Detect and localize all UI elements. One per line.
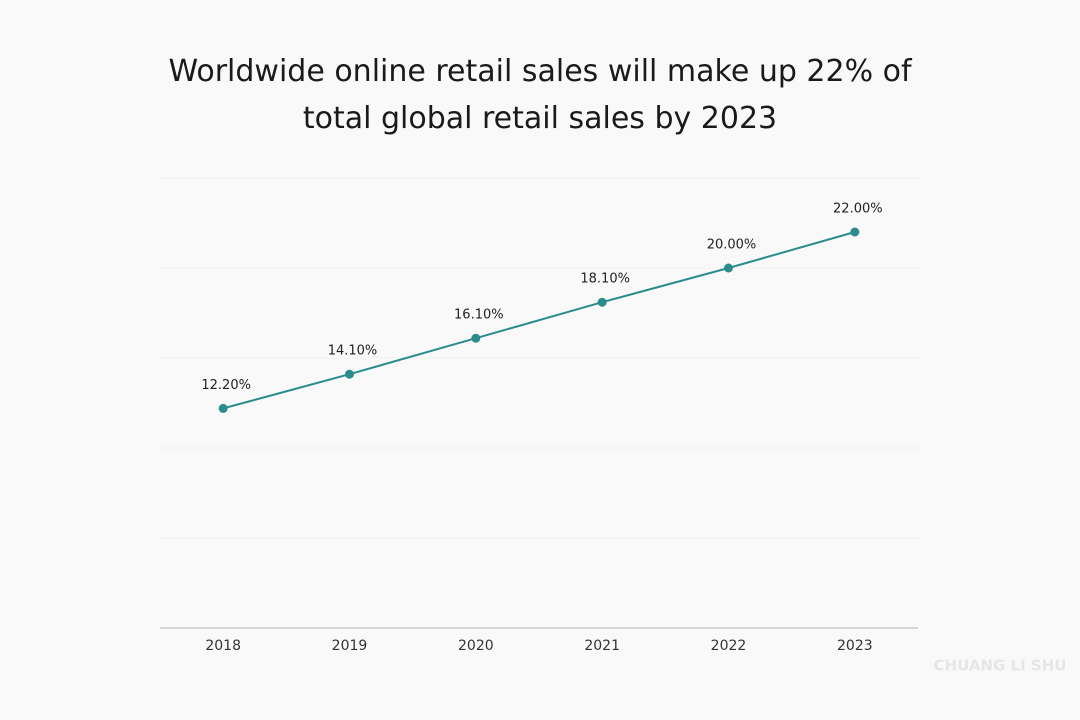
point [345,369,354,379]
data-label: 22.00% [833,202,883,217]
x-tick-label: 2021 [584,638,620,654]
data-label: 16.10% [454,308,504,323]
point [724,263,733,273]
line [222,231,856,410]
x-tick-label: 2023 [837,638,873,654]
x-tick-label: 2020 [458,638,494,654]
data-label: 12.20% [201,378,251,393]
watermark: CHUANG LI SHU [934,657,1067,675]
data-label: 20.00% [707,238,757,253]
x-tick-label: 2022 [711,638,747,654]
chart-title: Worldwide online retail sales will make … [168,54,912,136]
x-tick-label: 2018 [205,638,241,654]
point [471,333,481,343]
data-label: 18.10% [580,272,630,287]
point [218,403,228,413]
point [597,297,607,307]
point [850,227,860,237]
data-label: 14.10% [328,344,378,359]
x-tick-label: 2019 [332,638,368,654]
